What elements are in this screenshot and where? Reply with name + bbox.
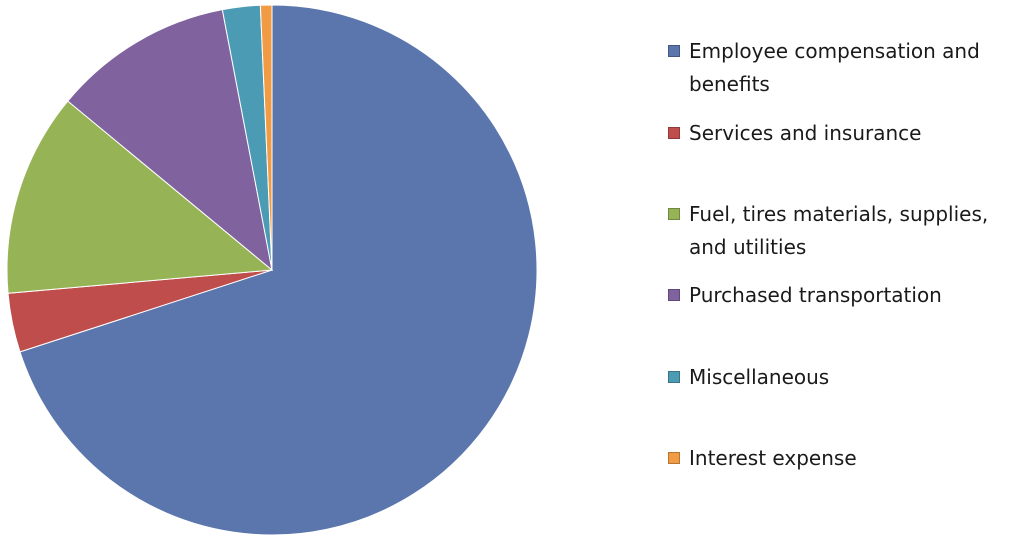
legend-swatch	[668, 127, 680, 139]
legend-swatch	[668, 45, 680, 57]
legend-label: Interest expense	[689, 446, 857, 470]
legend-label: Services and insurance	[689, 121, 922, 145]
legend: Employee compensation and benefits Servi…	[668, 38, 1013, 508]
legend-label: Fuel, tires materials, supplies, and uti…	[689, 202, 989, 259]
pie-slice-interest-expense	[259, 4, 273, 271]
legend-swatch	[668, 289, 680, 301]
pie-slice-fuel-supplies	[6, 100, 274, 294]
pie-plot	[6, 4, 538, 536]
legend-swatch	[668, 371, 680, 383]
pie-slice-employee-compensation	[19, 4, 538, 536]
legend-swatch	[668, 208, 680, 220]
legend-label: Miscellaneous	[689, 365, 830, 389]
legend-swatch	[668, 452, 680, 464]
legend-label: Employee compensation and benefits	[689, 39, 980, 96]
legend-label: Purchased transportation	[689, 283, 942, 307]
pie-slice-purchased-transportation	[67, 9, 273, 272]
